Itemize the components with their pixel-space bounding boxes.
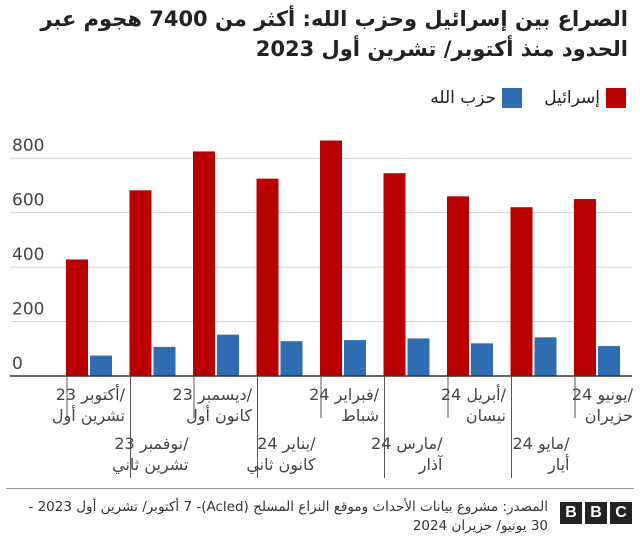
bar-israel — [256, 178, 279, 376]
legend-swatch-hezbollah — [502, 88, 523, 108]
x-tick-label: 24 أبريل/ — [441, 384, 507, 405]
bbc-logo-letter: B — [585, 502, 607, 524]
x-tick-label: تشرين ثاني — [112, 455, 188, 475]
bar-hezbollah — [90, 355, 112, 376]
source-note: المصدر: مشروع بيانات الأحداث وموقع النزا… — [28, 499, 548, 534]
bar-israel — [574, 199, 596, 376]
x-tick-label: 24 مايو/ — [512, 434, 570, 454]
bar-hezbollah — [471, 343, 493, 376]
x-tick-label: 23 أكتوبر/ — [56, 384, 126, 405]
footer: المصدر: مشروع بيانات الأحداث وموقع النزا… — [0, 488, 640, 548]
bar-hezbollah — [217, 334, 239, 376]
legend-item-hezbollah: حزب الله — [430, 88, 523, 108]
bar-israel — [510, 207, 533, 376]
x-tick-label: حزيران — [585, 406, 633, 426]
x-tick-label: أيار — [547, 454, 570, 475]
bar-hezbollah — [598, 346, 620, 376]
x-tick-label: كانون ثاني — [246, 455, 316, 475]
bar-chart: 0 200 400 600 800 23 أكتوبر/تشرين أول 23 نوفمب… — [10, 136, 634, 478]
bar-hezbollah — [407, 338, 430, 376]
x-tick-label: شباط — [341, 406, 379, 425]
x-tick-label: آذار — [418, 455, 444, 475]
legend-item-israel: إسرائيل — [544, 88, 626, 108]
legend-label-hezbollah: حزب الله — [430, 88, 497, 108]
x-tick-label: 24 فبراير/ — [309, 385, 379, 405]
bbc-logo: B B C — [560, 502, 632, 524]
bar-israel — [129, 190, 152, 376]
bar-israel — [320, 140, 342, 376]
bar-israel — [193, 151, 215, 376]
x-tick-label: 23 ديسمبر/ — [172, 385, 252, 405]
legend-label-israel: إسرائيل — [544, 88, 600, 108]
x-tick-label: 24 مارس/ — [371, 434, 443, 454]
y-tick-label: 200 — [12, 300, 44, 320]
x-tick-label: كانون أول — [186, 405, 252, 426]
bar-hezbollah — [344, 340, 366, 376]
y-tick-label: 400 — [12, 245, 44, 265]
bar-israel — [383, 173, 406, 376]
legend-swatch-israel — [606, 88, 626, 108]
bar-hezbollah — [534, 337, 557, 376]
x-tick-label: نيسان — [466, 406, 506, 425]
x-tick-label: 24 يونيو/ — [572, 385, 634, 405]
y-tick-label: 600 — [12, 191, 44, 211]
chart-title: الصراع بين إسرائيل وحزب الله: أكثر من 74… — [40, 7, 628, 61]
bbc-logo-letter: C — [610, 502, 632, 524]
y-tick-label: 800 — [12, 136, 44, 156]
bar-hezbollah — [153, 346, 176, 376]
y-tick-label: 0 — [12, 354, 23, 374]
bar-israel — [447, 196, 469, 376]
bar-israel — [66, 259, 88, 376]
footer-divider — [6, 488, 634, 489]
x-tick-label: تشرين أول — [52, 405, 125, 426]
bar-hezbollah — [280, 341, 303, 376]
legend: إسرائيل حزب الله — [430, 88, 626, 108]
x-tick-label: 23 نوفمبر/ — [114, 434, 189, 454]
x-tick-label: 24 يناير/ — [257, 434, 316, 454]
bbc-logo-letter: B — [560, 502, 582, 524]
